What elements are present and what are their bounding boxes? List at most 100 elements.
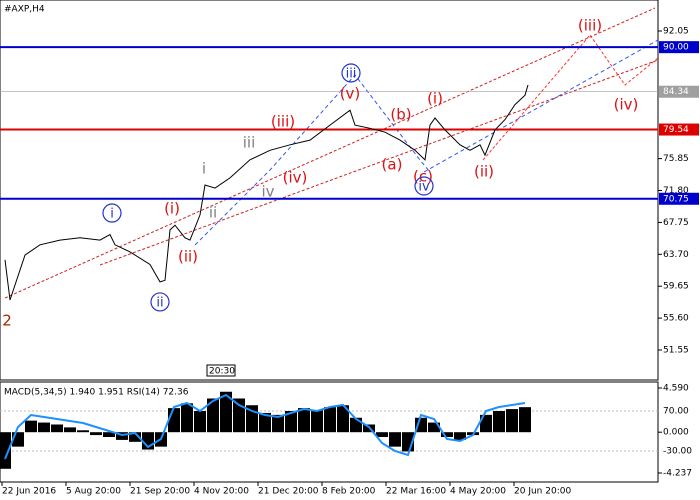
macd-bar bbox=[324, 407, 336, 433]
wave-label: (v) bbox=[340, 84, 361, 102]
x-tick-label: 21 Dec 20:00 bbox=[258, 487, 319, 497]
wave-label: iii bbox=[346, 66, 357, 81]
chart-title: #AXP,H4 bbox=[4, 5, 45, 15]
macd-bar bbox=[493, 411, 505, 433]
macd-bar bbox=[25, 420, 37, 433]
macd-bar bbox=[90, 432, 102, 436]
wave-label: (iii) bbox=[578, 17, 602, 35]
level-label: 90.00 bbox=[663, 43, 689, 53]
wave-label: i bbox=[110, 207, 114, 222]
y-tick-label: 59.65 bbox=[663, 282, 689, 292]
wave-label: iv bbox=[261, 182, 274, 200]
level-box bbox=[659, 41, 699, 54]
macd-bar bbox=[519, 407, 531, 433]
time-box-label: 20:30 bbox=[209, 367, 235, 377]
level-box bbox=[659, 192, 699, 205]
macd-bar bbox=[207, 398, 219, 433]
level-label: 84.34 bbox=[663, 87, 689, 97]
wave-label: (iii) bbox=[271, 113, 295, 131]
wave-label: ii bbox=[156, 295, 163, 310]
macd-bar bbox=[272, 414, 284, 433]
price-line bbox=[4, 84, 529, 301]
macd-bar bbox=[103, 432, 115, 438]
macd-bar bbox=[220, 391, 232, 433]
rsi-tick-label: -30.00 bbox=[663, 447, 692, 457]
wave-circle bbox=[150, 292, 170, 312]
x-tick-label: 22 Jun 2016 bbox=[2, 487, 56, 497]
macd-bar bbox=[0, 432, 11, 469]
macd-tick-label: -4.237 bbox=[663, 469, 692, 479]
y-tick-label: 55.60 bbox=[663, 314, 689, 324]
indicator-label: MACD(5,34,5) 1.940 1.951 RSI(14) 72.36 bbox=[4, 388, 189, 398]
x-tick-label: 21 Sep 20:00 bbox=[130, 487, 190, 497]
macd-bar bbox=[233, 398, 245, 433]
wave-label: iv bbox=[418, 180, 430, 195]
macd-bar bbox=[129, 432, 141, 442]
x-tick-label: 5 Aug 20:00 bbox=[66, 487, 121, 497]
wave-circle bbox=[341, 63, 361, 83]
macd-bar bbox=[285, 411, 297, 433]
macd-bar bbox=[376, 432, 388, 438]
macd-bar bbox=[181, 403, 193, 433]
y-tick-label: 51.55 bbox=[663, 346, 689, 356]
wave-label: ii bbox=[209, 204, 217, 222]
wave-path bbox=[194, 74, 431, 246]
y-tick-label: 75.85 bbox=[663, 154, 689, 164]
level-box bbox=[659, 123, 699, 136]
level-box bbox=[659, 85, 699, 98]
wave-label: (i) bbox=[427, 90, 443, 108]
wave-label: 2 bbox=[2, 311, 12, 329]
projection-line bbox=[482, 34, 659, 161]
macd-tick-label: 0.000 bbox=[663, 428, 689, 438]
y-tick-label: 71.80 bbox=[663, 186, 689, 196]
y-tick-label: 67.75 bbox=[663, 218, 689, 228]
macd-bar bbox=[311, 410, 323, 433]
wave-label: (ii) bbox=[178, 247, 198, 265]
wave-label: (a) bbox=[382, 155, 403, 173]
time-box bbox=[206, 364, 236, 377]
wave-label: (b) bbox=[390, 106, 411, 124]
x-tick-label: 22 Mar 16:00 bbox=[386, 487, 446, 497]
channel-line bbox=[99, 59, 659, 266]
macd-bar bbox=[51, 424, 63, 433]
x-tick-label: 20 Jun 20:00 bbox=[514, 487, 571, 497]
macd-bar bbox=[77, 430, 89, 433]
macd-bar bbox=[337, 405, 349, 433]
wave-label: (ii) bbox=[474, 162, 494, 180]
x-tick-label: 8 Feb 20:00 bbox=[322, 487, 376, 497]
y-tick-label: 63.70 bbox=[663, 250, 689, 260]
macd-bar bbox=[298, 408, 310, 433]
macd-bar bbox=[441, 432, 453, 438]
wave-label: (i) bbox=[164, 199, 180, 217]
wave-circle bbox=[414, 176, 434, 196]
wave-label: (iv) bbox=[614, 96, 639, 114]
macd-bar bbox=[389, 432, 401, 447]
macd-bar bbox=[259, 412, 271, 433]
level-label: 70.75 bbox=[663, 194, 689, 204]
wave-channels bbox=[4, 7, 659, 299]
macd-bar bbox=[480, 414, 492, 433]
macd-bar bbox=[116, 432, 128, 440]
wave-label: i bbox=[202, 159, 206, 177]
y-tick-label: 92.05 bbox=[663, 27, 689, 37]
projection-line bbox=[423, 39, 659, 173]
macd-bar bbox=[168, 408, 180, 433]
main-panel bbox=[0, 0, 659, 381]
macd-bar bbox=[194, 411, 206, 433]
macd-bar bbox=[64, 427, 76, 433]
x-tick-label: 4 Nov 20:00 bbox=[194, 487, 249, 497]
macd-bar bbox=[428, 422, 440, 433]
wave-label: (iv) bbox=[283, 168, 308, 186]
macd-bar bbox=[506, 409, 518, 433]
wave-circle bbox=[102, 203, 122, 223]
wave-label: iii bbox=[243, 133, 256, 151]
channel-line bbox=[4, 7, 656, 299]
macd-bar bbox=[38, 422, 50, 433]
macd-tick-label: 4.590 bbox=[663, 384, 689, 394]
macd-bar bbox=[454, 432, 466, 440]
rsi-line bbox=[4, 393, 526, 460]
rsi-tick-label: 70.00 bbox=[663, 407, 689, 417]
x-tick-label: 4 May 20:00 bbox=[450, 487, 506, 497]
level-label: 79.54 bbox=[663, 125, 689, 135]
